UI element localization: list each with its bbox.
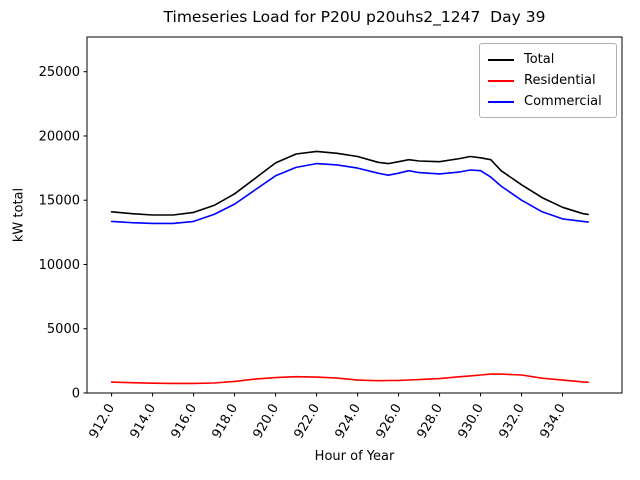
x-tick-label: 926.0 <box>373 402 405 442</box>
y-tick-label: 20000 <box>39 129 80 144</box>
y-tick-label: 5000 <box>47 322 80 337</box>
series-line-total <box>110 150 590 216</box>
legend-line-total <box>488 58 514 61</box>
x-tick-label: 932.0 <box>496 402 528 442</box>
y-tick-label: 25000 <box>39 65 80 80</box>
y-axis-label: kW total <box>11 187 27 243</box>
legend-label-commercial: Commercial <box>524 94 602 109</box>
x-axis-label: Hour of Year <box>314 449 395 464</box>
series-line-residential <box>110 373 590 385</box>
x-tick-label: 918.0 <box>209 402 241 442</box>
y-tick-label: 10000 <box>39 258 80 273</box>
legend: Total Residential Commercial <box>479 43 617 118</box>
x-tick-label: 930.0 <box>455 402 487 442</box>
x-tick-label: 922.0 <box>291 402 323 442</box>
y-tick-label: 0 <box>72 387 80 402</box>
legend-item-commercial: Commercial <box>488 91 608 112</box>
legend-label-total: Total <box>524 52 555 67</box>
x-tick-label: 928.0 <box>414 402 446 442</box>
legend-line-residential <box>488 79 514 82</box>
y-tick-label: 15000 <box>39 194 80 209</box>
legend-line-commercial <box>488 100 514 103</box>
legend-item-residential: Residential <box>488 70 608 91</box>
x-tick-label: 934.0 <box>537 402 569 442</box>
axes-spines <box>86 36 623 394</box>
x-tick-label: 916.0 <box>168 402 200 442</box>
x-tick-label: 920.0 <box>250 402 282 442</box>
x-tick-label: 924.0 <box>332 402 364 442</box>
legend-label-residential: Residential <box>524 73 596 88</box>
legend-item-total: Total <box>488 49 608 70</box>
x-tick-label: 912.0 <box>86 402 118 442</box>
series-line-commercial <box>110 162 590 225</box>
x-tick-label: 914.0 <box>127 402 159 442</box>
chart-title: Timeseries Load for P20U p20uhs2_1247 Da… <box>163 8 546 26</box>
